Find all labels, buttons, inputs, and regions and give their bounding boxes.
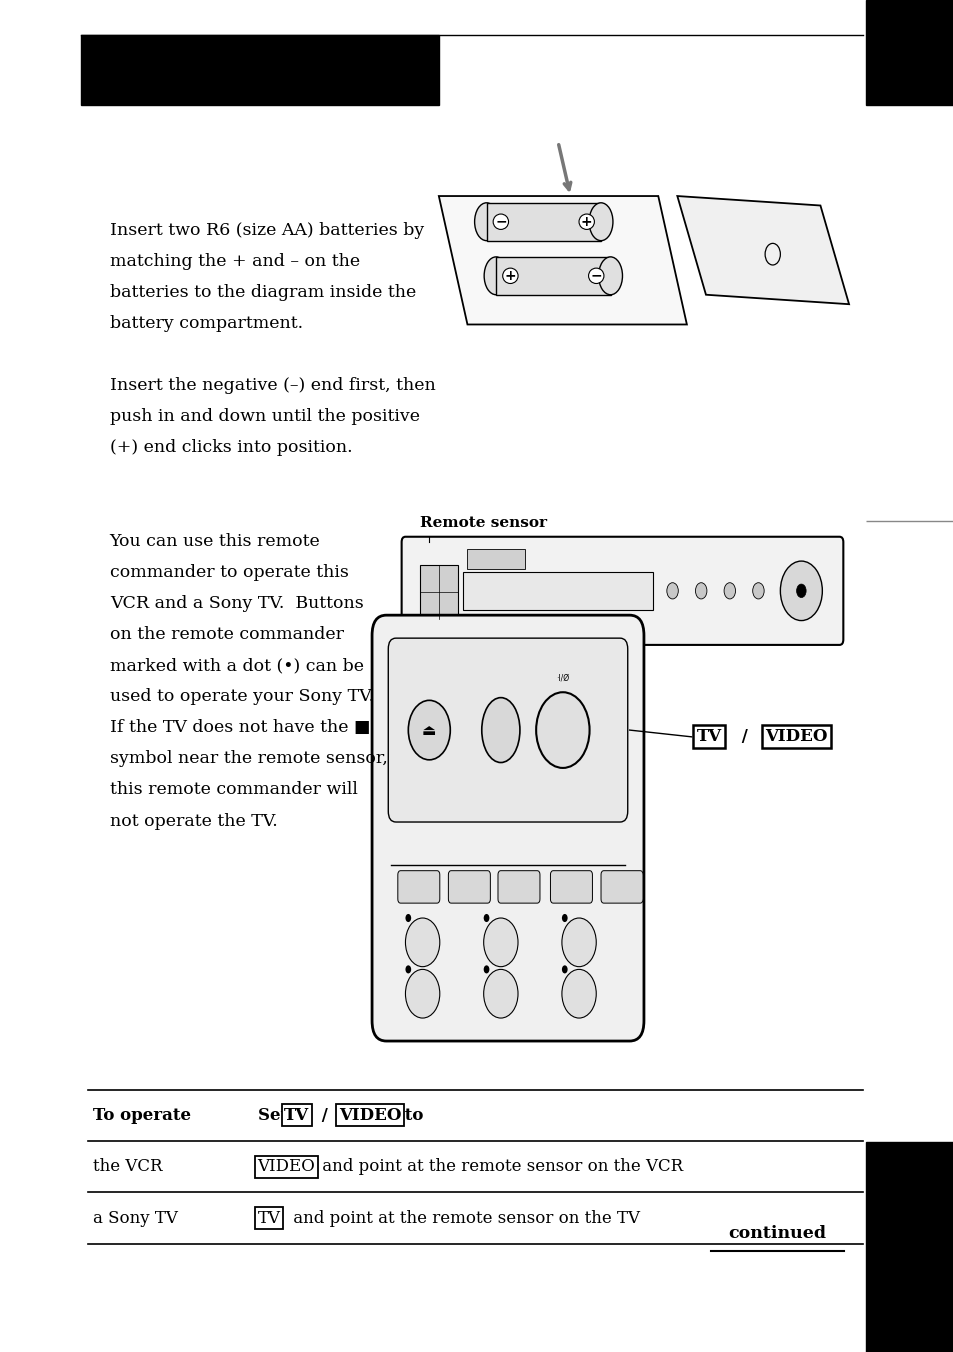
Text: a Sony TV: a Sony TV bbox=[92, 1210, 177, 1226]
Text: +: + bbox=[580, 215, 592, 228]
Circle shape bbox=[405, 965, 411, 973]
Text: ⏏: ⏏ bbox=[421, 722, 436, 738]
FancyBboxPatch shape bbox=[550, 871, 592, 903]
Text: (+) end clicks into position.: (+) end clicks into position. bbox=[110, 439, 352, 457]
Bar bbox=[81, 35, 438, 105]
Text: −: − bbox=[495, 215, 506, 228]
Text: not operate the TV.: not operate the TV. bbox=[110, 813, 277, 830]
Circle shape bbox=[752, 583, 763, 599]
Circle shape bbox=[695, 583, 706, 599]
Text: You can use this remote: You can use this remote bbox=[110, 533, 320, 550]
FancyBboxPatch shape bbox=[448, 871, 490, 903]
Text: If the TV does not have the ■: If the TV does not have the ■ bbox=[110, 719, 370, 737]
Bar bbox=[865, 0, 953, 105]
Text: TV: TV bbox=[696, 729, 720, 745]
Circle shape bbox=[483, 965, 489, 973]
Text: push in and down until the positive: push in and down until the positive bbox=[110, 408, 419, 426]
Text: commander to operate this: commander to operate this bbox=[110, 564, 348, 581]
Ellipse shape bbox=[481, 698, 519, 763]
Bar bbox=[467, 549, 524, 569]
Circle shape bbox=[405, 918, 439, 967]
Text: +: + bbox=[504, 269, 516, 283]
Text: Insert the negative (–) end first, then: Insert the negative (–) end first, then bbox=[110, 377, 435, 395]
Circle shape bbox=[561, 918, 596, 967]
FancyBboxPatch shape bbox=[401, 537, 842, 645]
Polygon shape bbox=[438, 196, 686, 324]
Circle shape bbox=[536, 692, 589, 768]
Circle shape bbox=[483, 918, 517, 967]
Text: the VCR: the VCR bbox=[92, 1159, 162, 1175]
Text: continued: continued bbox=[728, 1225, 825, 1241]
Text: VCR and a Sony TV.  Buttons: VCR and a Sony TV. Buttons bbox=[110, 595, 363, 612]
Text: marked with a dot (•) can be: marked with a dot (•) can be bbox=[110, 657, 363, 675]
FancyBboxPatch shape bbox=[388, 638, 627, 822]
Text: Getting Started: Getting Started bbox=[902, 730, 916, 838]
Polygon shape bbox=[677, 196, 848, 304]
Text: used to operate your Sony TV.: used to operate your Sony TV. bbox=[110, 688, 374, 706]
Text: Insert two R6 (size AA) batteries by: Insert two R6 (size AA) batteries by bbox=[110, 222, 423, 239]
FancyBboxPatch shape bbox=[497, 871, 539, 903]
Circle shape bbox=[780, 561, 821, 621]
Circle shape bbox=[405, 914, 411, 922]
Circle shape bbox=[561, 965, 567, 973]
Circle shape bbox=[561, 969, 596, 1018]
Text: TV: TV bbox=[284, 1107, 309, 1124]
Circle shape bbox=[666, 583, 678, 599]
Circle shape bbox=[483, 969, 517, 1018]
Text: this remote commander will: this remote commander will bbox=[110, 781, 357, 799]
Text: and point at the remote sensor on the TV: and point at the remote sensor on the TV bbox=[288, 1210, 639, 1226]
Ellipse shape bbox=[475, 203, 497, 241]
Text: ·I/Ø: ·I/Ø bbox=[556, 673, 569, 683]
Text: /: / bbox=[736, 729, 753, 745]
Text: VIDEO: VIDEO bbox=[764, 729, 827, 745]
Text: −: − bbox=[590, 269, 601, 283]
Text: VIDEO: VIDEO bbox=[257, 1159, 315, 1175]
Circle shape bbox=[796, 584, 805, 598]
Text: /: / bbox=[315, 1107, 333, 1124]
Text: VIDEO: VIDEO bbox=[338, 1107, 401, 1124]
Bar bbox=[496, 257, 610, 295]
Text: and point at the remote sensor on the VCR: and point at the remote sensor on the VC… bbox=[316, 1159, 682, 1175]
Text: Set: Set bbox=[257, 1107, 294, 1124]
Text: on the remote commander: on the remote commander bbox=[110, 626, 343, 644]
Circle shape bbox=[408, 700, 450, 760]
Text: batteries to the diagram inside the: batteries to the diagram inside the bbox=[110, 284, 416, 301]
Text: To operate: To operate bbox=[92, 1107, 191, 1124]
Text: matching the + and – on the: matching the + and – on the bbox=[110, 253, 359, 270]
Circle shape bbox=[723, 583, 735, 599]
Bar bbox=[462, 572, 653, 610]
FancyBboxPatch shape bbox=[397, 871, 439, 903]
Text: to: to bbox=[398, 1107, 423, 1124]
Bar bbox=[419, 565, 457, 619]
Circle shape bbox=[405, 969, 439, 1018]
Bar bbox=[865, 1142, 953, 1352]
Circle shape bbox=[561, 914, 567, 922]
Ellipse shape bbox=[589, 203, 612, 241]
Circle shape bbox=[483, 914, 489, 922]
Text: TV: TV bbox=[257, 1210, 280, 1226]
Text: symbol near the remote sensor,: symbol near the remote sensor, bbox=[110, 750, 387, 768]
Text: Remote sensor: Remote sensor bbox=[419, 516, 546, 530]
FancyBboxPatch shape bbox=[372, 615, 643, 1041]
Ellipse shape bbox=[598, 257, 621, 295]
Text: battery compartment.: battery compartment. bbox=[110, 315, 302, 333]
FancyBboxPatch shape bbox=[600, 871, 642, 903]
Bar bbox=[486, 203, 600, 241]
Ellipse shape bbox=[483, 257, 507, 295]
